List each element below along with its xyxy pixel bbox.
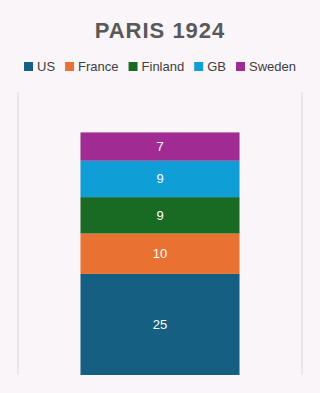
legend-swatch — [129, 62, 138, 71]
data-label: 9 — [156, 208, 163, 223]
data-label: 7 — [156, 139, 163, 154]
legend-label: GB — [207, 59, 226, 74]
legend-item: US — [24, 59, 55, 74]
bar-segment — [80, 197, 239, 233]
data-label: 25 — [153, 317, 167, 332]
legend-item: France — [65, 59, 118, 74]
legend-label: France — [78, 59, 118, 74]
bars — [80, 132, 239, 375]
data-label: 10 — [153, 246, 167, 261]
title: PARIS 1924 — [95, 18, 226, 43]
legend-label: Sweden — [249, 59, 296, 74]
data-label: 9 — [156, 171, 163, 186]
legend-item: GB — [194, 59, 226, 74]
legend-label: Finland — [142, 59, 185, 74]
background — [0, 0, 320, 393]
bar-segment — [80, 161, 239, 197]
legend: US France Finland GB Sweden — [24, 59, 296, 74]
bar-segment — [80, 132, 239, 160]
legend-item: Finland — [129, 59, 185, 74]
legend-swatch — [65, 62, 74, 71]
plot-frame — [18, 92, 19, 375]
plot-frame — [302, 92, 303, 375]
data-labels: 25 10 9 9 7 — [153, 139, 167, 332]
bar-segment — [80, 234, 239, 274]
legend-item: Sweden — [236, 59, 296, 74]
legend-swatch — [24, 62, 33, 71]
chart: PARIS 1924 US France Finland GB Sweden 25 10 9 9 7 — [0, 0, 320, 393]
legend-swatch — [194, 62, 203, 71]
legend-swatch — [236, 62, 245, 71]
legend-label: US — [37, 59, 55, 74]
bar-segment — [80, 274, 239, 375]
